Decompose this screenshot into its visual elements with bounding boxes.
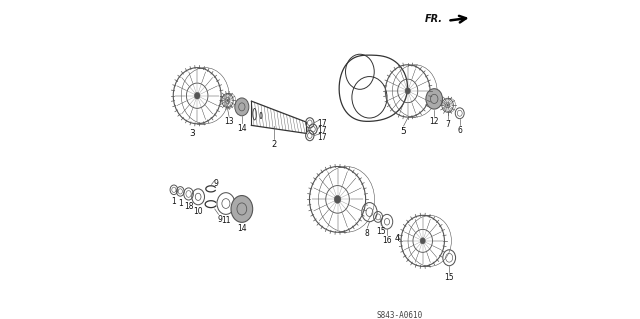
Text: 7: 7 bbox=[445, 120, 450, 129]
Text: 1: 1 bbox=[178, 199, 182, 208]
Text: 17: 17 bbox=[317, 126, 326, 135]
Text: 15: 15 bbox=[444, 273, 454, 282]
Text: FR.: FR. bbox=[425, 13, 443, 24]
Ellipse shape bbox=[235, 98, 249, 116]
Ellipse shape bbox=[334, 196, 341, 203]
Text: 5: 5 bbox=[401, 127, 406, 136]
Text: 12: 12 bbox=[429, 117, 439, 126]
Text: 3: 3 bbox=[189, 129, 195, 138]
Text: 1: 1 bbox=[172, 197, 176, 206]
Text: 9: 9 bbox=[214, 179, 219, 188]
Text: 9: 9 bbox=[218, 215, 222, 224]
Text: 4: 4 bbox=[395, 234, 400, 243]
Text: 2: 2 bbox=[271, 140, 276, 149]
Ellipse shape bbox=[420, 238, 426, 244]
Text: 14: 14 bbox=[237, 124, 246, 133]
Ellipse shape bbox=[405, 88, 410, 94]
Ellipse shape bbox=[195, 92, 200, 99]
Text: 16: 16 bbox=[382, 236, 392, 245]
Text: 6: 6 bbox=[458, 126, 462, 135]
Text: 8: 8 bbox=[365, 229, 369, 238]
Ellipse shape bbox=[447, 104, 448, 106]
Text: 18: 18 bbox=[184, 202, 193, 211]
Ellipse shape bbox=[426, 89, 442, 109]
Text: 17: 17 bbox=[317, 119, 326, 128]
Ellipse shape bbox=[227, 100, 228, 101]
Text: 13: 13 bbox=[224, 117, 234, 126]
Text: 15: 15 bbox=[376, 227, 386, 236]
Ellipse shape bbox=[231, 196, 253, 222]
Text: 14: 14 bbox=[237, 224, 246, 233]
Text: 10: 10 bbox=[193, 207, 203, 216]
Text: 17: 17 bbox=[317, 133, 326, 142]
Text: S843-A0610: S843-A0610 bbox=[376, 311, 423, 319]
Text: 11: 11 bbox=[221, 216, 230, 225]
